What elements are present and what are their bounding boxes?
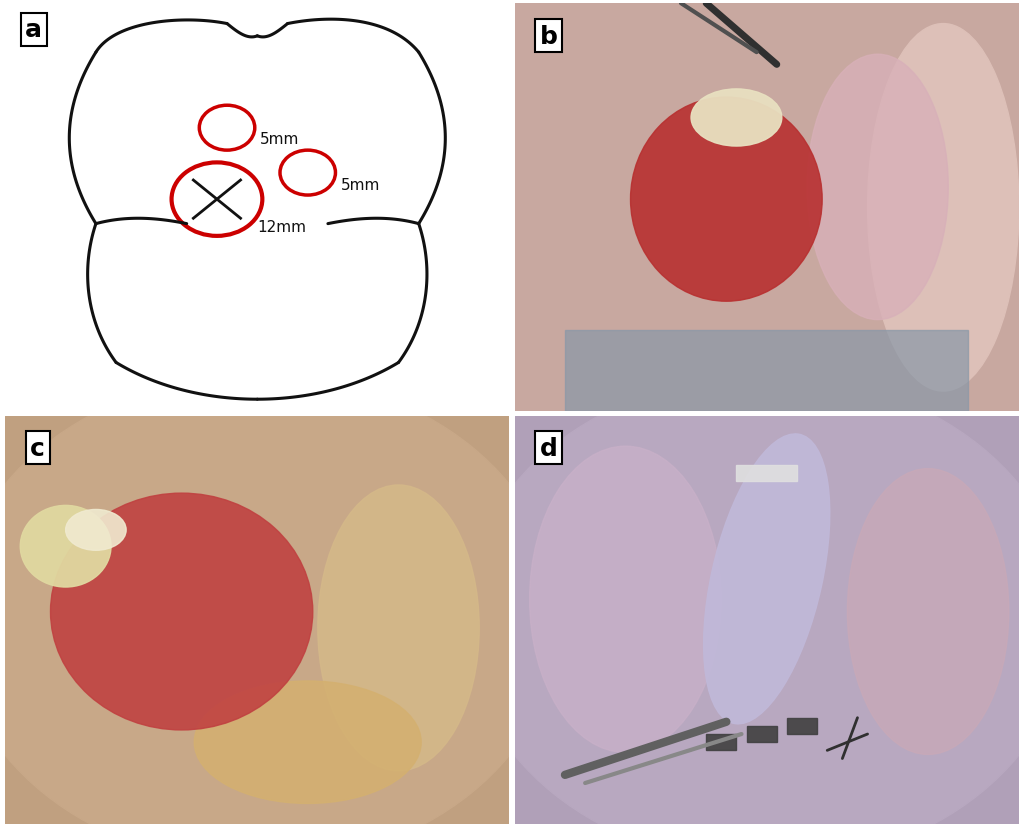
Ellipse shape — [807, 55, 948, 320]
Ellipse shape — [703, 435, 829, 724]
Text: b: b — [540, 25, 558, 49]
Ellipse shape — [691, 89, 782, 147]
Ellipse shape — [20, 506, 111, 587]
Ellipse shape — [0, 375, 560, 828]
Ellipse shape — [66, 510, 126, 551]
Bar — [746, 726, 777, 742]
Ellipse shape — [317, 485, 479, 771]
Bar — [707, 734, 736, 750]
Ellipse shape — [527, 25, 653, 392]
Text: 12mm: 12mm — [257, 219, 306, 234]
Bar — [786, 718, 817, 734]
Ellipse shape — [848, 469, 1009, 754]
Text: a: a — [26, 18, 42, 42]
Ellipse shape — [50, 493, 312, 730]
Ellipse shape — [631, 98, 822, 302]
Ellipse shape — [195, 681, 421, 803]
Ellipse shape — [464, 375, 1024, 828]
Text: d: d — [540, 436, 558, 460]
Ellipse shape — [867, 25, 1019, 392]
Bar — [736, 465, 797, 481]
Ellipse shape — [529, 446, 721, 753]
Text: 5mm: 5mm — [260, 132, 299, 147]
Text: 5mm: 5mm — [341, 178, 380, 193]
Text: c: c — [31, 436, 45, 460]
Bar — [565, 330, 969, 412]
